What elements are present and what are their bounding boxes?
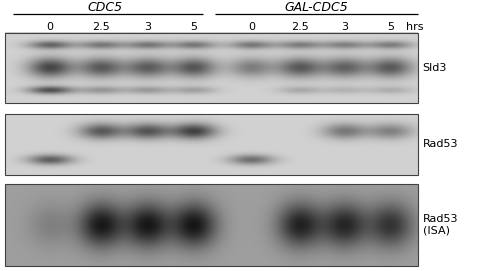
Text: 0: 0 xyxy=(248,22,255,32)
Bar xyxy=(5,184,418,266)
Text: Rad53
(ISA): Rad53 (ISA) xyxy=(422,214,458,236)
Text: 5: 5 xyxy=(388,22,394,32)
Text: 5: 5 xyxy=(190,22,198,32)
Text: Sld3: Sld3 xyxy=(422,63,447,73)
Text: 2.5: 2.5 xyxy=(92,22,110,32)
Text: 0: 0 xyxy=(46,22,54,32)
Text: hrs: hrs xyxy=(406,22,424,32)
Text: GAL-CDC5: GAL-CDC5 xyxy=(284,1,348,14)
Text: 2.5: 2.5 xyxy=(291,22,309,32)
Bar xyxy=(5,33,418,103)
Bar xyxy=(5,114,418,175)
Text: CDC5: CDC5 xyxy=(88,1,122,14)
Text: 3: 3 xyxy=(144,22,151,32)
Text: Rad53: Rad53 xyxy=(422,139,458,149)
Text: 3: 3 xyxy=(342,22,348,32)
